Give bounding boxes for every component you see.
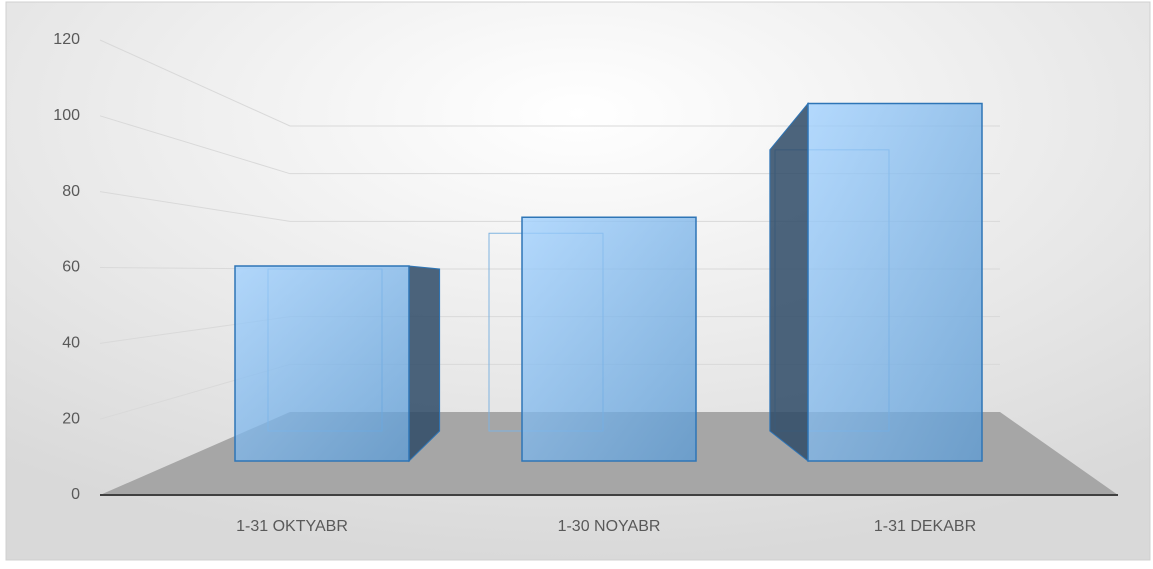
grid-line	[99, 191, 1000, 222]
y-tick-label: 0	[71, 486, 80, 503]
x-tick-label: 1-31 DEKABR	[874, 518, 976, 535]
y-tick-label: 60	[62, 259, 80, 276]
bar-side	[769, 102, 809, 463]
x-tick-label: 1-31 OKTYABR	[236, 518, 348, 535]
grid-line	[99, 115, 1000, 175]
y-tick-label: 100	[53, 107, 80, 124]
y-tick-label: 40	[62, 335, 80, 352]
bar	[521, 216, 697, 462]
y-tick-label: 120	[53, 31, 80, 48]
bar-side	[408, 265, 441, 463]
bar	[234, 265, 410, 462]
bar	[807, 102, 983, 462]
x-tick-label: 1-30 NOYABR	[558, 518, 661, 535]
grid-line	[99, 39, 1000, 127]
y-tick-label: 20	[62, 410, 80, 427]
y-tick-label: 80	[62, 183, 80, 200]
